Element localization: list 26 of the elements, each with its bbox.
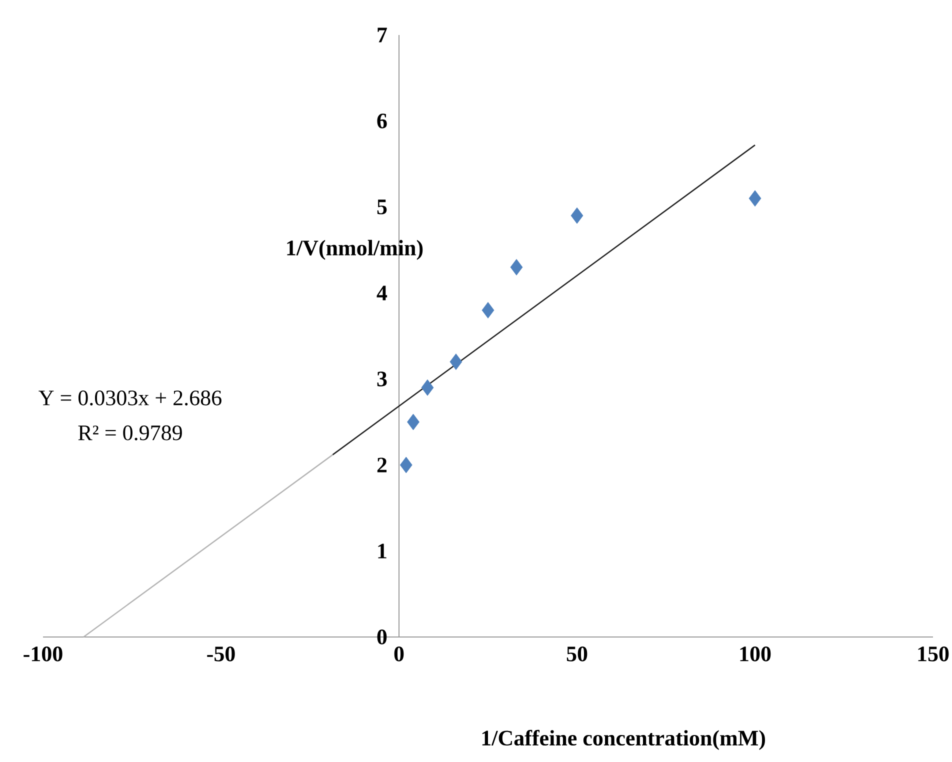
y-tick-label: 4 (376, 286, 388, 300)
y-tick-label: 7 (378, 28, 387, 42)
point (748, 190, 762, 207)
point (570, 207, 584, 224)
y-tick-label: 6 (377, 114, 387, 128)
x-axis-title: 1/Caffeine concentration(mM) (482, 730, 765, 750)
point (450, 354, 462, 370)
x-tick-label: 50 (566, 646, 588, 662)
point (400, 456, 412, 474)
x-tick-label: -100 (24, 646, 62, 662)
x-tick-label: 100 (740, 646, 771, 662)
point (421, 379, 434, 396)
annotation: R² = 0.9789 (78, 425, 182, 440)
point (407, 414, 420, 430)
y-axis-title: 1/V(nmol/min) (287, 240, 423, 260)
point (482, 302, 494, 318)
y-tick-label: 2 (377, 458, 387, 472)
y-tick-label: 0 (377, 630, 387, 644)
y-tick-label: 3 (377, 372, 387, 386)
y-tick-label: 1 (378, 544, 386, 558)
y-tick-label: 5 (377, 200, 387, 214)
annotation: Y = 0.0303x + 2.686 (38, 390, 222, 406)
x-tick-label: 150 (918, 646, 949, 662)
x-tick-label: -50 (207, 646, 235, 662)
x-tick-label: 0 (394, 646, 404, 662)
point (510, 258, 523, 276)
